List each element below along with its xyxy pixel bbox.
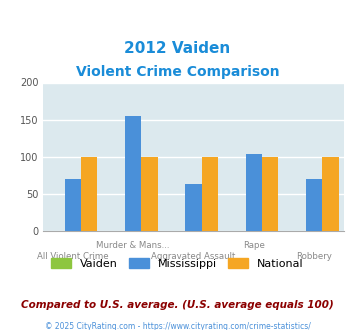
Bar [306,179,322,231]
Bar [125,116,141,231]
Text: Rape: Rape [243,242,265,250]
Bar [246,154,262,231]
Text: Murder & Mans...: Murder & Mans... [96,242,170,250]
Text: Robbery: Robbery [296,252,332,261]
Text: All Violent Crime: All Violent Crime [37,252,109,261]
Bar [141,157,158,231]
Text: Violent Crime Comparison: Violent Crime Comparison [76,65,279,79]
Bar [202,157,218,231]
Legend: Vaiden, Mississippi, National: Vaiden, Mississippi, National [47,254,308,273]
Text: Aggravated Assault: Aggravated Assault [151,252,236,261]
Text: © 2025 CityRating.com - https://www.cityrating.com/crime-statistics/: © 2025 CityRating.com - https://www.city… [45,322,310,330]
Text: Compared to U.S. average. (U.S. average equals 100): Compared to U.S. average. (U.S. average … [21,300,334,310]
Bar [185,184,202,231]
Bar [322,157,339,231]
Bar [65,179,81,231]
Bar [81,157,97,231]
Text: 2012 Vaiden: 2012 Vaiden [124,41,231,56]
Bar [262,157,278,231]
